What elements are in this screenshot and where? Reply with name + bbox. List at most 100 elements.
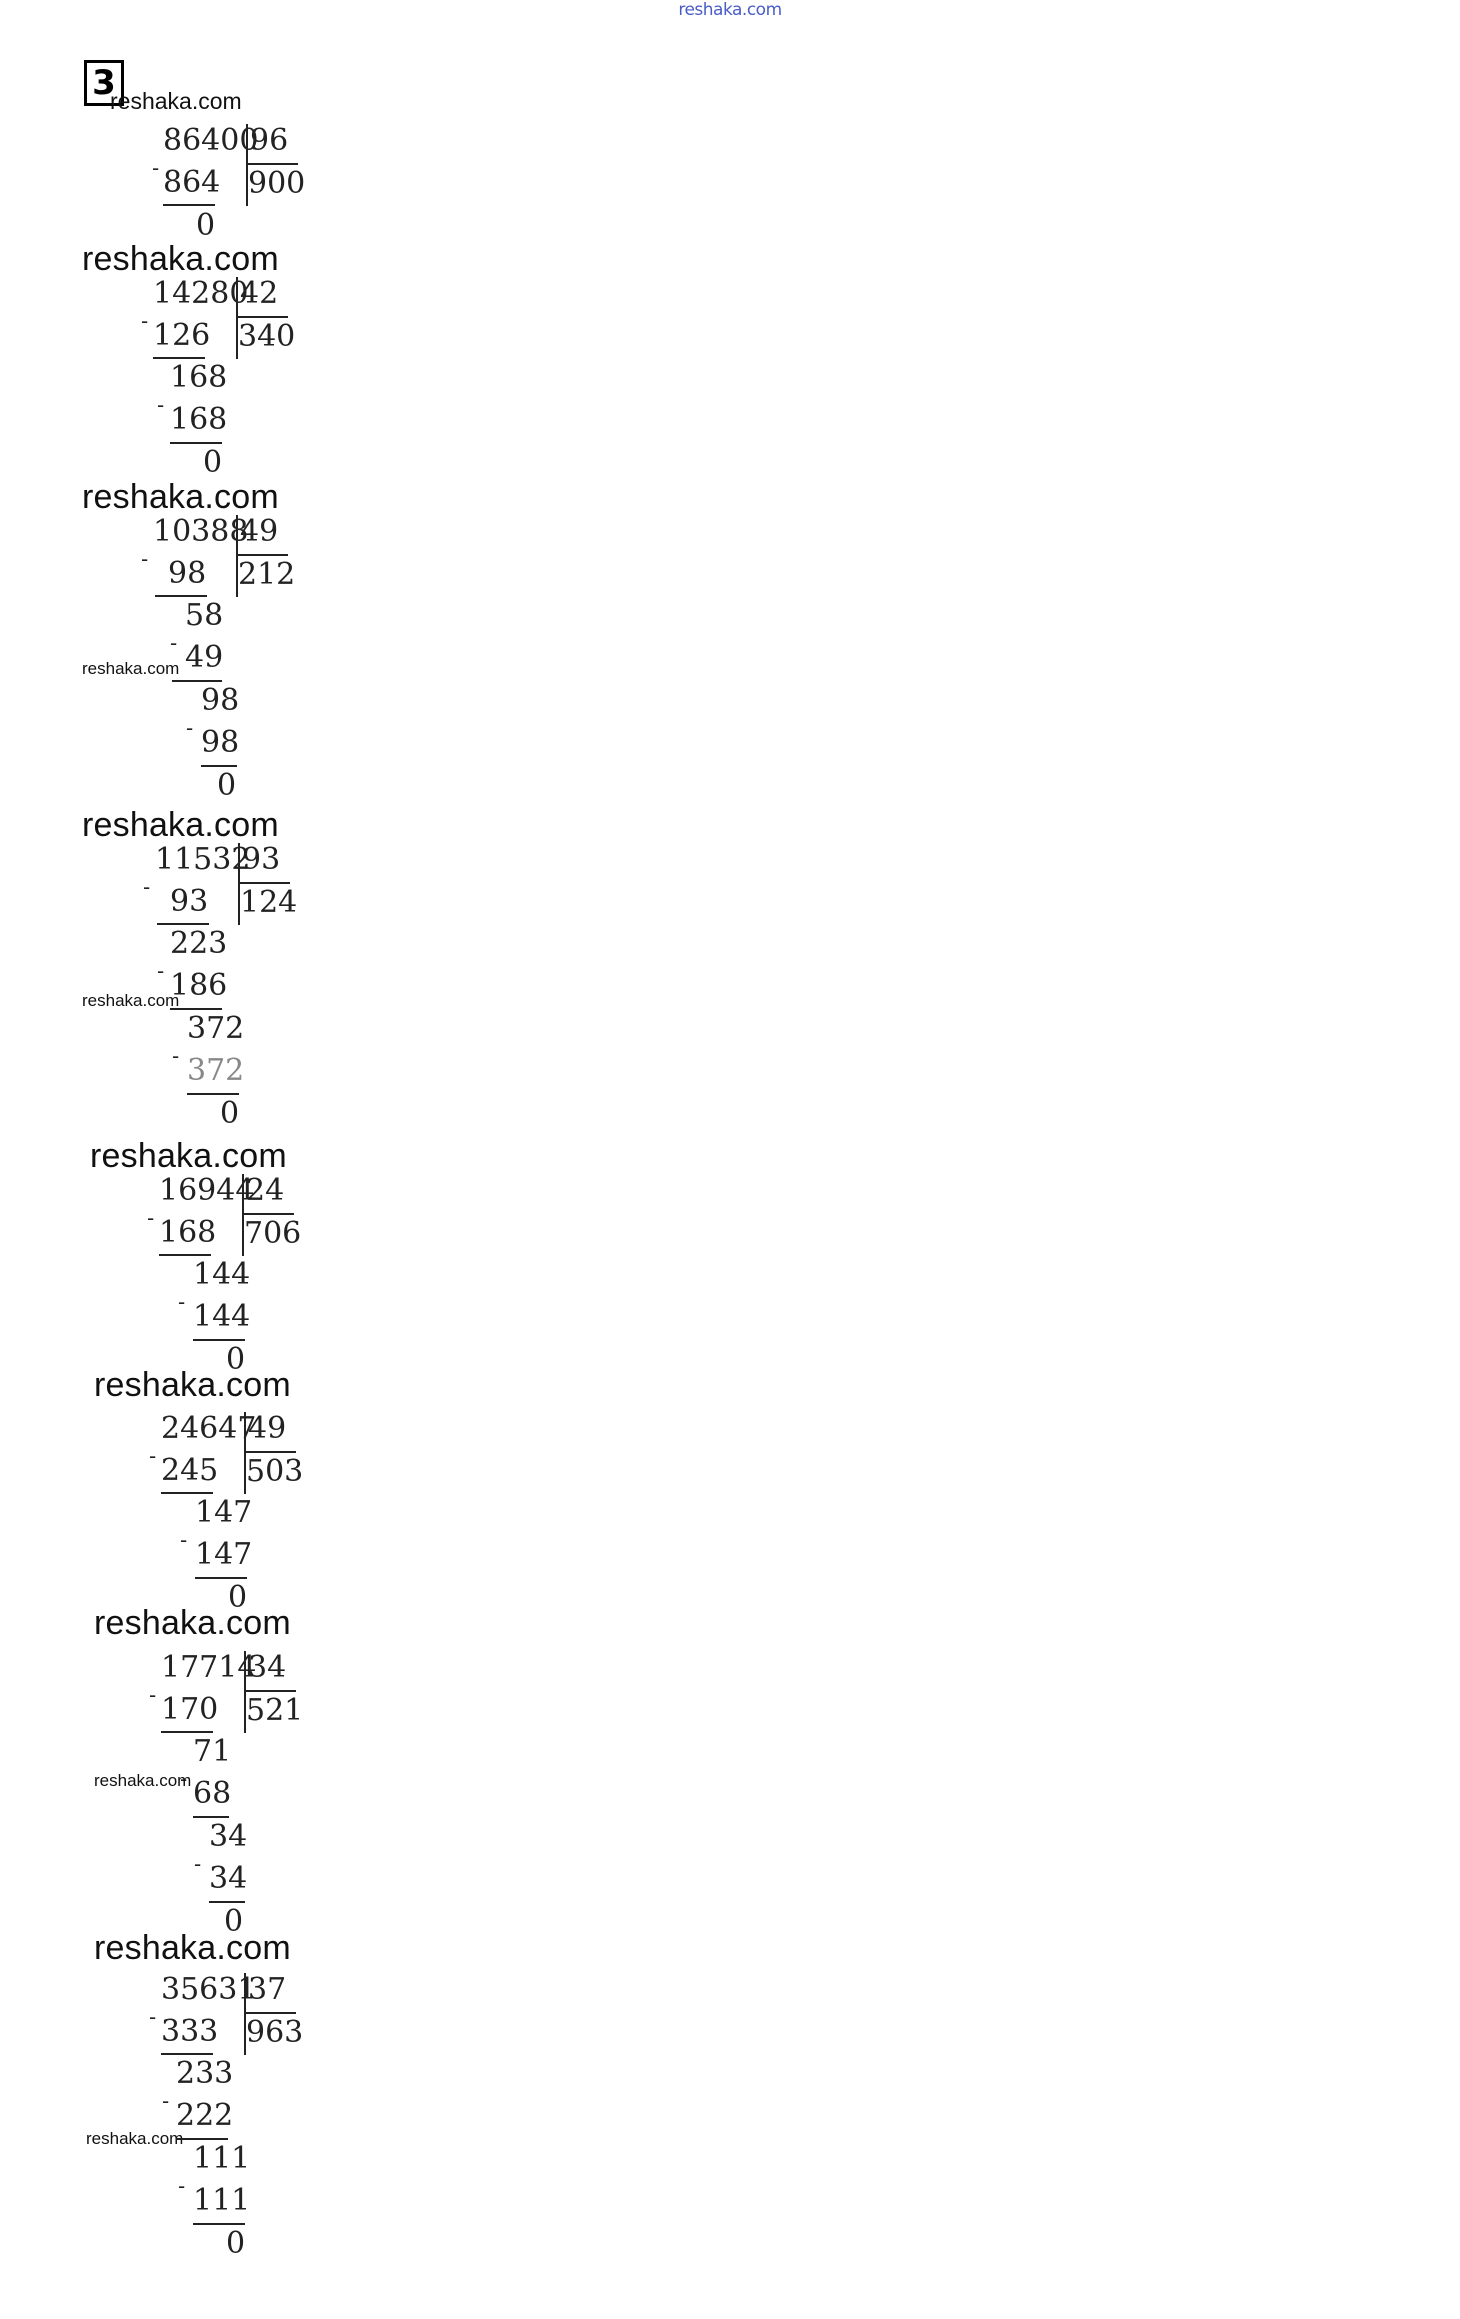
partial-dividend: 98 [201, 683, 240, 718]
divisor: 37 [248, 1972, 287, 2007]
subtrahend: 126 [153, 318, 211, 353]
underline [155, 595, 207, 597]
watermark: reshaka.com [94, 1771, 192, 1790]
minus-sign: - [186, 716, 194, 740]
top-watermark: reshaka.com [678, 0, 782, 20]
watermark: reshaka.com [94, 1604, 291, 1642]
quotient: 963 [246, 2015, 304, 2050]
subtrahend: 144 [193, 1299, 251, 1334]
minus-sign: - [143, 875, 151, 899]
minus-sign: - [162, 2089, 170, 2113]
quotient: 900 [248, 166, 306, 201]
division-bar [238, 843, 240, 925]
underline [161, 1492, 213, 1494]
minus-sign: - [157, 959, 165, 983]
dividend: 24647 [161, 1411, 257, 1446]
subtrahend: 864 [163, 165, 221, 200]
partial-dividend: 233 [176, 2056, 234, 2091]
underline [201, 765, 237, 767]
subtrahend: 245 [161, 1453, 219, 1488]
quotient-line [238, 554, 288, 556]
subtrahend: 170 [161, 1692, 219, 1727]
underline [157, 923, 209, 925]
dividend: 16944 [159, 1173, 255, 1208]
remainder: 0 [224, 1904, 244, 1939]
watermark: reshaka.com [82, 806, 279, 844]
quotient: 124 [240, 885, 298, 920]
underline [172, 680, 222, 682]
underline [193, 2223, 245, 2225]
remainder: 0 [220, 1096, 240, 1131]
remainder: 0 [217, 768, 237, 803]
underline [161, 2053, 213, 2055]
minus-sign: - [141, 547, 149, 571]
remainder: 0 [228, 1580, 248, 1615]
partial-dividend: 144 [193, 1257, 251, 1292]
underline [153, 357, 205, 359]
partial-dividend: 372 [187, 1011, 245, 1046]
dividend: 17714 [161, 1650, 257, 1685]
partial-dividend: 71 [193, 1734, 232, 1769]
divisor: 49 [240, 514, 279, 549]
underline [209, 1901, 245, 1903]
subtrahend: 168 [170, 402, 228, 437]
division-bar [246, 124, 248, 206]
partial-dividend: 147 [195, 1495, 253, 1530]
watermark: reshaka.com [82, 478, 279, 516]
partial-dividend: 34 [209, 1819, 248, 1854]
minus-sign: - [178, 1290, 186, 1314]
divisor: 93 [242, 842, 281, 877]
subtrahend: 68 [193, 1776, 232, 1811]
watermark: reshaka.com [94, 1929, 291, 1967]
division-bar [242, 1174, 244, 1256]
dividend: 86400 [163, 123, 259, 158]
division-bar [236, 277, 238, 359]
quotient-line [240, 882, 290, 884]
minus-sign: - [147, 1206, 155, 1230]
subtrahend: 34 [209, 1861, 248, 1896]
underline [161, 1731, 213, 1733]
divisor: 34 [248, 1650, 287, 1685]
underline [193, 1339, 245, 1341]
division-bar [244, 1973, 246, 2055]
quotient-line [238, 316, 288, 318]
watermark: reshaka.com [110, 88, 242, 114]
minus-sign: - [141, 309, 149, 333]
quotient-line [244, 1213, 294, 1215]
divisor: 49 [248, 1411, 287, 1446]
watermark: reshaka.com [82, 991, 180, 1010]
partial-dividend: 168 [170, 360, 228, 395]
subtrahend: 147 [195, 1537, 253, 1572]
subtrahend: 98 [201, 725, 240, 760]
underline [195, 1577, 247, 1579]
minus-sign: - [149, 1683, 157, 1707]
underline [170, 442, 222, 444]
underline [170, 1008, 222, 1010]
task-number-box: 3 [84, 60, 124, 106]
quotient: 706 [244, 1216, 302, 1251]
subtrahend: 372 [187, 1053, 245, 1088]
dividend: 14280 [153, 276, 249, 311]
division-bar [236, 515, 238, 597]
underline [159, 1254, 211, 1256]
underline [193, 1816, 229, 1818]
remainder: 0 [226, 2226, 246, 2261]
minus-sign: - [180, 1767, 188, 1791]
watermark: reshaka.com [82, 659, 180, 678]
minus-sign: - [172, 1044, 180, 1068]
quotient: 521 [246, 1693, 304, 1728]
subtrahend: 93 [170, 884, 209, 919]
remainder: 0 [203, 445, 223, 480]
divisor: 96 [250, 123, 289, 158]
minus-sign: - [157, 393, 165, 417]
underline [163, 204, 215, 206]
watermark: reshaka.com [86, 2129, 184, 2148]
quotient-line [248, 163, 298, 165]
partial-dividend: 223 [170, 926, 228, 961]
minus-sign: - [178, 2174, 186, 2198]
minus-sign: - [152, 156, 160, 180]
quotient: 340 [238, 319, 296, 354]
remainder: 0 [226, 1342, 246, 1377]
quotient: 212 [238, 557, 296, 592]
quotient-line [246, 1690, 296, 1692]
